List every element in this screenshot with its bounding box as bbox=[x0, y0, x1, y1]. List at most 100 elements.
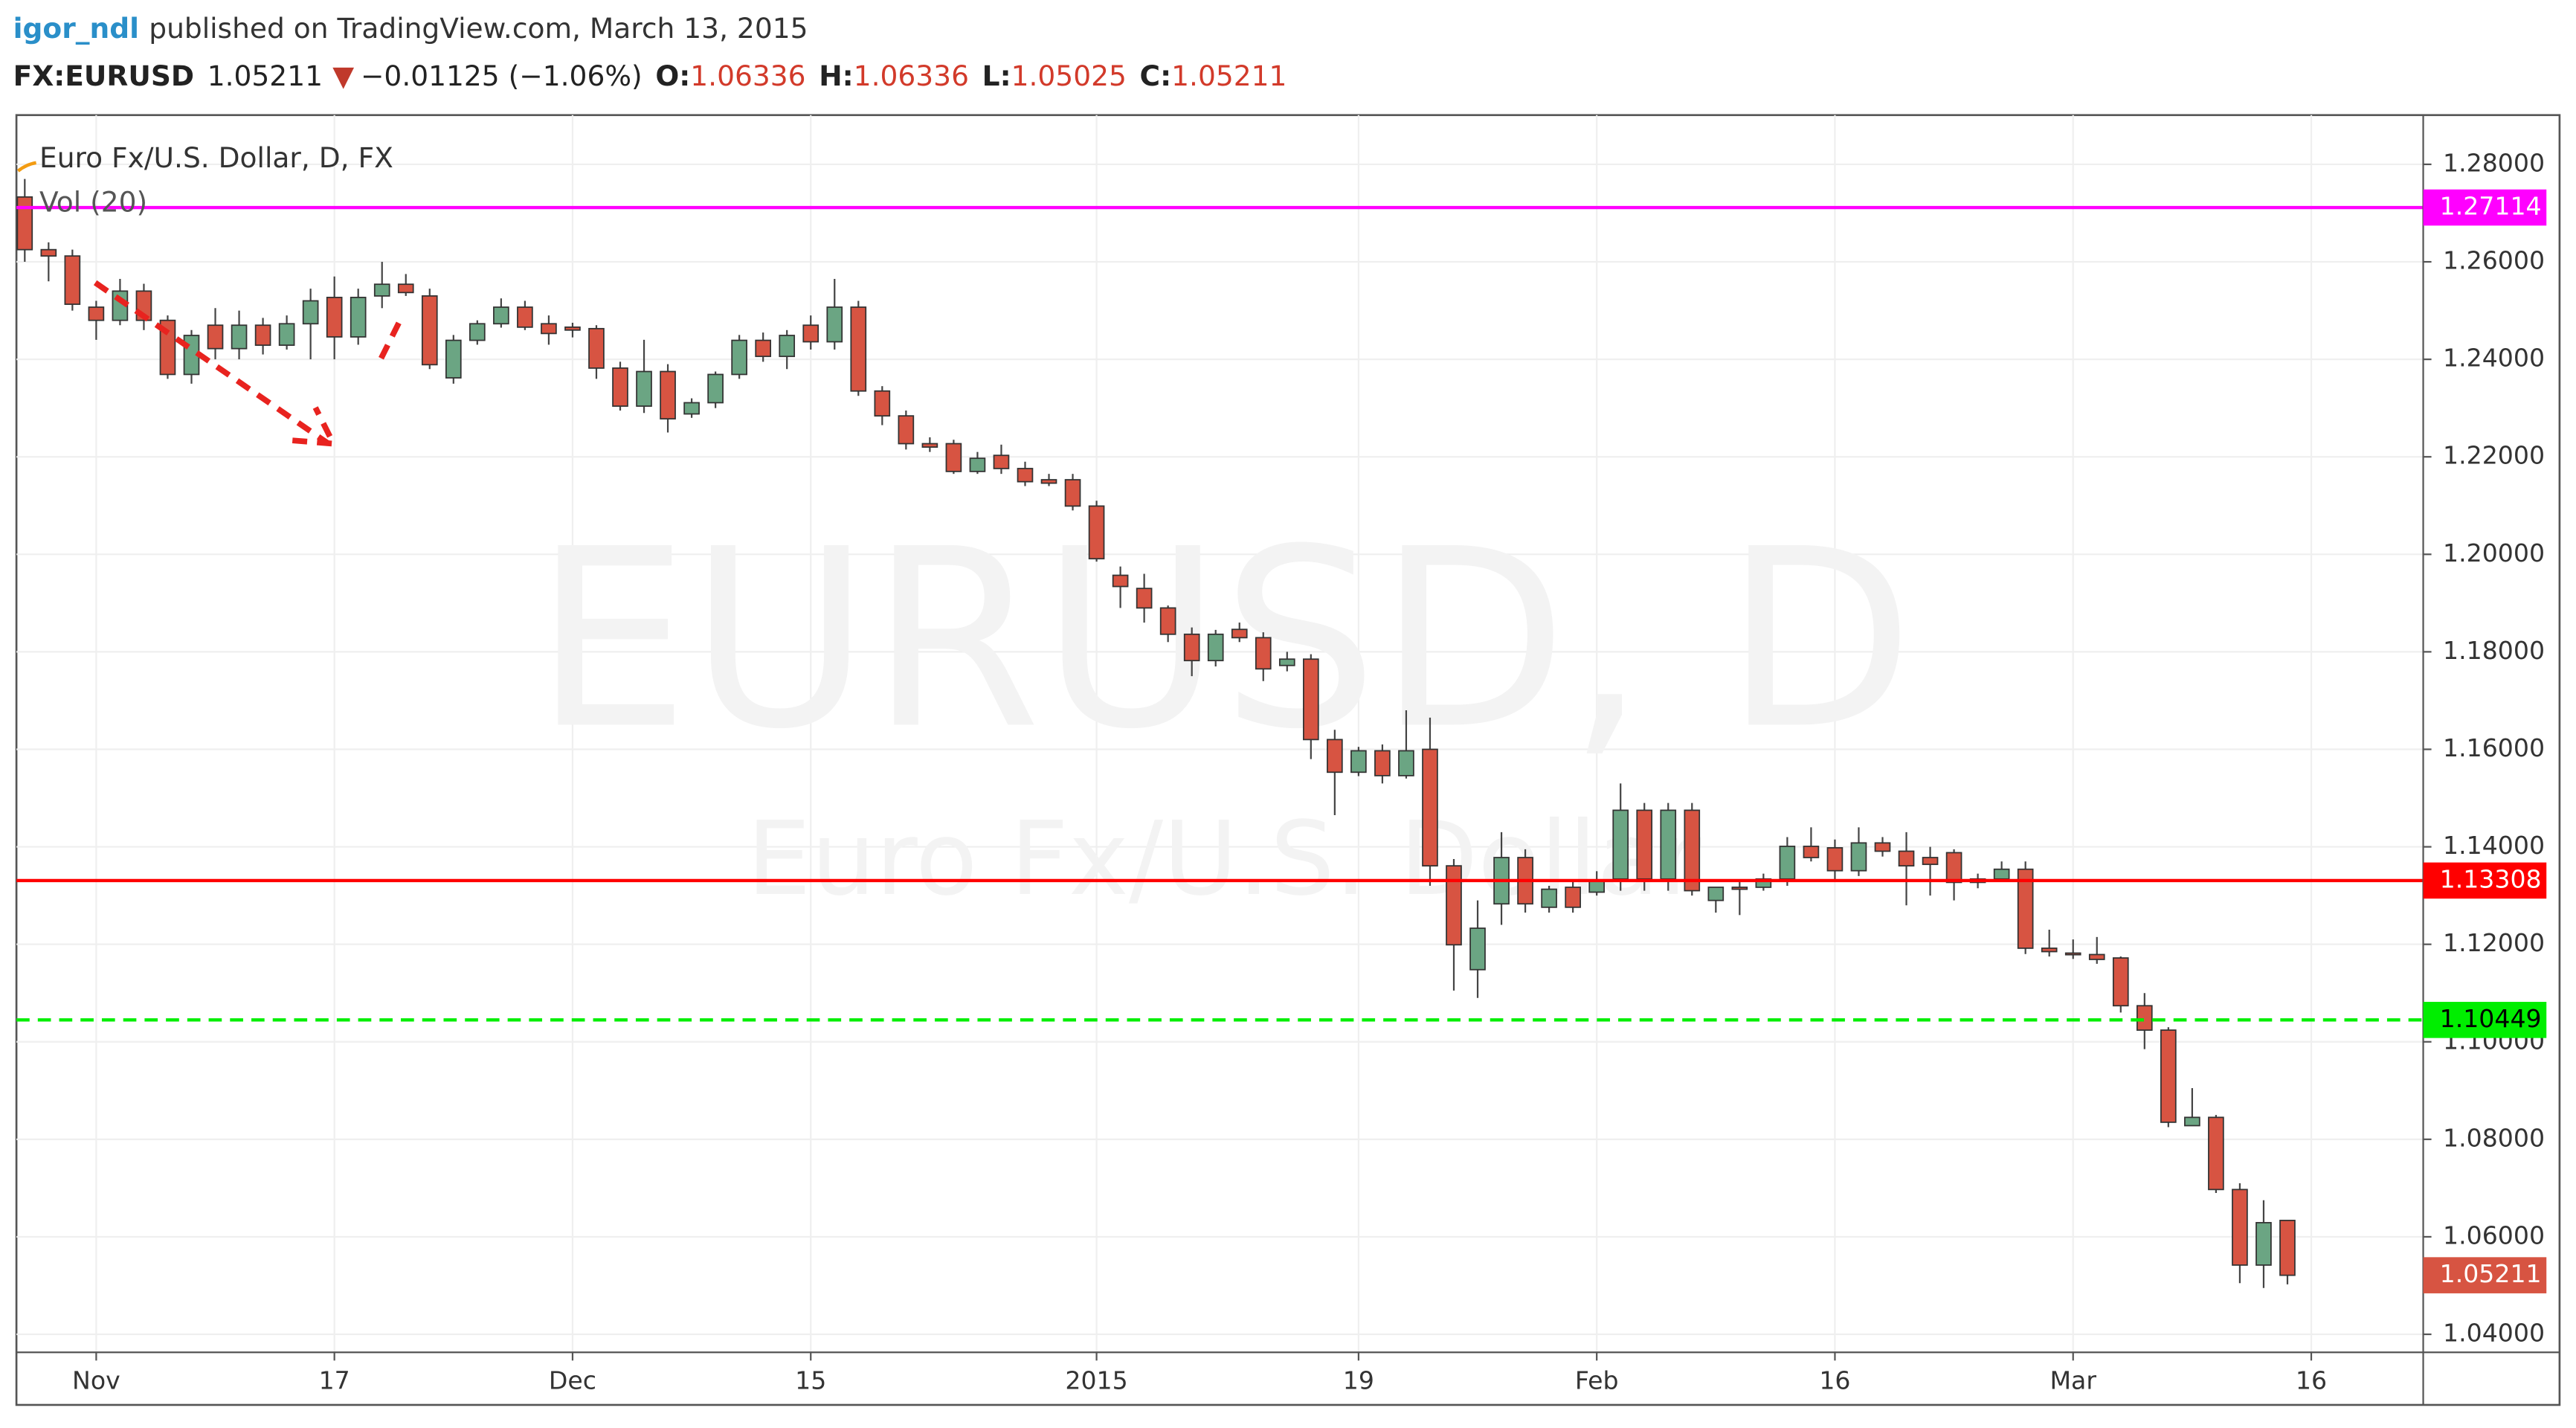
candle-body bbox=[350, 297, 367, 338]
x-tick-label: 17 bbox=[319, 1366, 350, 1395]
y-tick-label: 1.08000 bbox=[2443, 1123, 2545, 1152]
candle-body bbox=[254, 324, 271, 347]
candle-body bbox=[445, 339, 462, 379]
candle-body bbox=[612, 367, 628, 407]
ohlc-value: 1.05025 bbox=[1011, 59, 1127, 91]
legend-icon bbox=[16, 161, 37, 173]
candle-body bbox=[2208, 1116, 2224, 1191]
candle-body bbox=[826, 306, 843, 343]
y-tick-label: 1.12000 bbox=[2443, 928, 2545, 957]
ohlc-value: 1.05211 bbox=[1171, 59, 1287, 91]
candle-body bbox=[564, 326, 581, 331]
candle-body bbox=[1731, 887, 1748, 890]
candle-body bbox=[802, 324, 820, 343]
candle-body bbox=[993, 454, 1010, 469]
candle-body bbox=[326, 297, 343, 338]
candle-body bbox=[373, 283, 390, 297]
candle-body bbox=[1327, 739, 1343, 774]
candle-body bbox=[945, 443, 962, 472]
change: −0.01125 (−1.06%) bbox=[361, 59, 643, 91]
candle-body bbox=[2041, 948, 2058, 953]
price-label: 1.13308 bbox=[2440, 864, 2542, 893]
candle-body bbox=[588, 327, 605, 369]
last-price-bg bbox=[2423, 1257, 2547, 1293]
price-label-bg bbox=[2423, 1002, 2547, 1038]
candle-body bbox=[278, 323, 295, 347]
candle-body bbox=[850, 306, 867, 392]
candle-body bbox=[1088, 505, 1105, 560]
author[interactable]: igor_ndl bbox=[13, 11, 139, 44]
quote-line: FX:EURUSD 1.05211 ▼ −0.01125 (−1.06%) O:1.06… bbox=[13, 59, 1287, 91]
y-tick-label: 1.28000 bbox=[2443, 148, 2545, 177]
candle-body bbox=[88, 306, 105, 321]
candle-body bbox=[1303, 658, 1319, 741]
watermark: EURUSD, D bbox=[534, 496, 1914, 783]
candle-body bbox=[2136, 1005, 2153, 1031]
candle-body bbox=[779, 335, 796, 358]
candle-body bbox=[755, 339, 772, 358]
candle-body bbox=[921, 443, 938, 448]
symbol: FX:EURUSD bbox=[13, 59, 194, 91]
x-tick-label: Dec bbox=[549, 1366, 596, 1395]
last-price: 1.05211 bbox=[207, 59, 323, 91]
x-tick-label: Mar bbox=[2049, 1366, 2096, 1395]
candle-body bbox=[1183, 633, 1200, 662]
arrow-line bbox=[379, 314, 405, 360]
annotation-arrows bbox=[93, 280, 405, 447]
price-label: 1.27114 bbox=[2440, 192, 2542, 221]
y-tick-label: 1.20000 bbox=[2443, 538, 2545, 567]
candle-body bbox=[1874, 842, 1891, 852]
y-tick-label: 1.24000 bbox=[2443, 344, 2545, 373]
candle-body bbox=[1278, 658, 1295, 666]
candle-body bbox=[1588, 880, 1605, 893]
candle-body bbox=[2160, 1029, 2177, 1123]
candle-body bbox=[397, 283, 414, 294]
candle-body bbox=[159, 319, 176, 376]
candle-body bbox=[302, 300, 319, 325]
candle-body bbox=[1207, 633, 1224, 662]
candle-body bbox=[40, 248, 57, 257]
candle-body bbox=[898, 415, 915, 445]
candle-body bbox=[660, 370, 676, 419]
candle-body bbox=[2064, 952, 2081, 956]
candle-body bbox=[1255, 637, 1272, 670]
x-tick-label: 19 bbox=[1343, 1366, 1374, 1395]
candle-body bbox=[1446, 865, 1462, 946]
candle-body bbox=[493, 306, 509, 325]
candle-body bbox=[1945, 852, 1962, 884]
y-tick-label: 1.04000 bbox=[2443, 1319, 2545, 1348]
candle-body bbox=[1636, 809, 1653, 880]
x-tick-label: 16 bbox=[1819, 1366, 1850, 1395]
price-label: 1.10449 bbox=[2440, 1004, 2542, 1033]
candle-body bbox=[874, 390, 891, 417]
ohlc-label: H: bbox=[819, 59, 853, 91]
candle-body bbox=[1469, 927, 1486, 971]
candle-body bbox=[1017, 468, 1034, 483]
candle-body bbox=[1612, 809, 1629, 880]
candle-body bbox=[1565, 887, 1581, 908]
candle-body bbox=[1779, 846, 1796, 880]
series-title: Euro Fx/U.S. Dollar, D, FX bbox=[39, 141, 393, 174]
candle-body bbox=[1803, 846, 1820, 858]
ohlc-label: C: bbox=[1140, 59, 1172, 91]
candle-body bbox=[1040, 479, 1057, 484]
arrow-line bbox=[93, 280, 331, 446]
candle-body bbox=[1064, 479, 1081, 507]
candle-body bbox=[1707, 887, 1725, 901]
candle-body bbox=[1350, 750, 1367, 774]
candle-body bbox=[1231, 628, 1248, 639]
candle-body bbox=[2255, 1222, 2272, 1266]
indicator-label: Vol (20) bbox=[39, 186, 147, 219]
price-label-bg bbox=[2423, 189, 2547, 226]
candle-body bbox=[636, 370, 652, 407]
candle-body bbox=[969, 457, 986, 472]
candle-body bbox=[1850, 842, 1867, 872]
watermark-subtitle: Euro Fx/U.S. Dollar bbox=[747, 800, 1701, 919]
header-line: igor_ndl published on TradingView.com, Ma… bbox=[13, 11, 808, 44]
down-arrow: ▼ bbox=[332, 59, 354, 91]
candle-body bbox=[421, 295, 438, 366]
candle-body bbox=[1374, 750, 1391, 776]
x-tick-label: 15 bbox=[795, 1366, 826, 1395]
price-label-bg bbox=[2423, 862, 2547, 899]
x-tick-label: 16 bbox=[2296, 1366, 2327, 1395]
